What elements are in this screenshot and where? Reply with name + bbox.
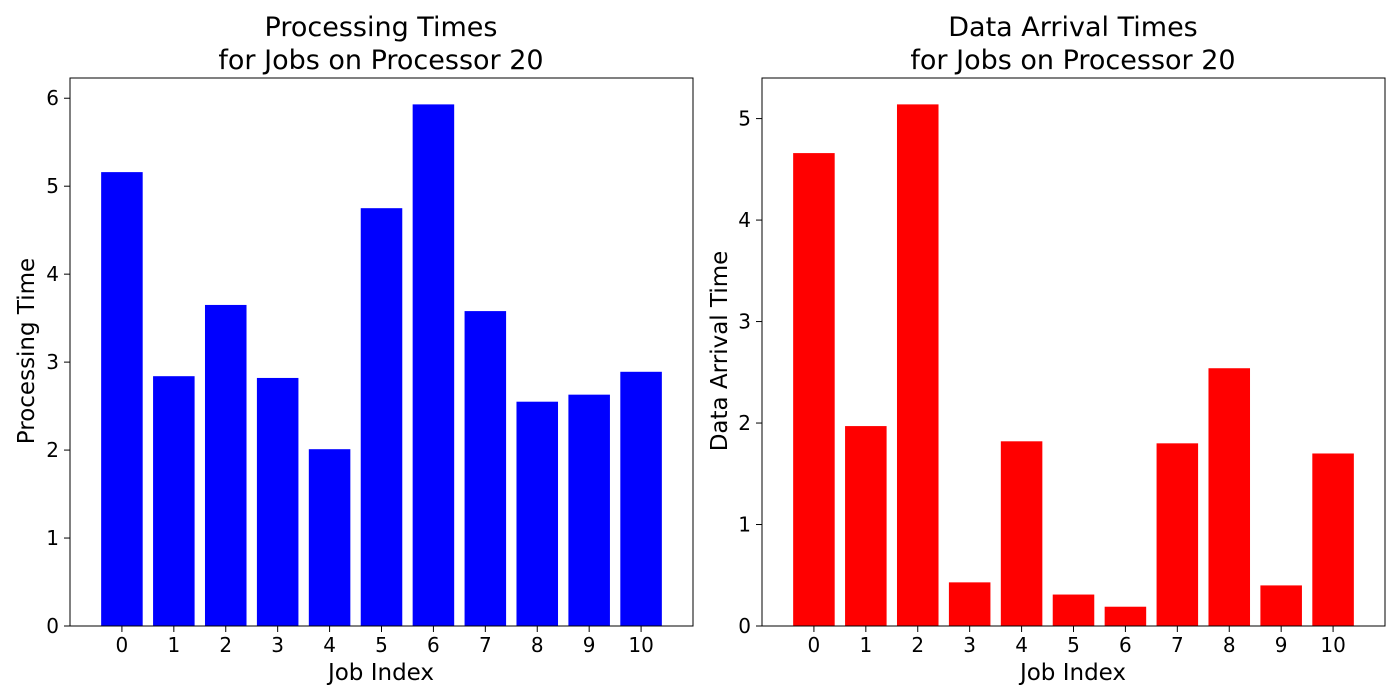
x-tick-label: 10 [628, 633, 653, 657]
plot-frame [761, 77, 1386, 627]
x-tick-label: 5 [1067, 633, 1080, 657]
y-tick-label: 6 [46, 86, 59, 110]
x-tick-label: 1 [859, 633, 872, 657]
bar-0 [101, 172, 143, 626]
x-tick-label: 3 [271, 633, 284, 657]
chart-title-line-2: for Jobs on Processor 20 [218, 45, 543, 76]
bar-10 [1312, 453, 1354, 626]
bar-6 [412, 104, 455, 627]
data-arrival-times-chart: Data Arrival Times for Jobs on Processor… [707, 12, 1386, 686]
bar-0 [793, 153, 835, 626]
bar-7 [1156, 443, 1199, 626]
y-tick-label: 1 [46, 526, 59, 550]
x-tick-label: 2 [911, 633, 924, 657]
x-tick-label: 6 [427, 633, 440, 657]
y-tick-label: 2 [738, 411, 751, 435]
bar-9 [568, 394, 610, 626]
plot-frame [69, 77, 694, 627]
x-tick-label: 4 [323, 633, 336, 657]
y-axis-label: Data Arrival Time [707, 251, 733, 452]
y-tick-label: 3 [46, 350, 59, 374]
x-tick-label: 3 [963, 633, 976, 657]
x-tick-label: 1 [167, 633, 180, 657]
bar-6 [1104, 606, 1147, 626]
bar-2 [896, 104, 939, 626]
bar-4 [308, 449, 351, 626]
bar-series [793, 104, 1354, 626]
bar-5 [360, 208, 403, 626]
x-axis-label: Job Index [1018, 660, 1126, 686]
x-axis-ticks: 0 1 2 3 4 5 6 7 8 9 10 [808, 626, 1346, 657]
processing-times-chart: Processing Times for Jobs on Processor 2… [14, 12, 694, 686]
bar-1 [153, 376, 195, 626]
chart-title-line-1: Processing Times [265, 12, 498, 43]
y-tick-label: 1 [738, 513, 751, 537]
bar-3 [948, 582, 991, 626]
y-tick-label: 4 [46, 262, 59, 286]
x-tick-label: 7 [1171, 633, 1184, 657]
y-tick-label: 0 [738, 614, 751, 638]
y-tick-label: 5 [738, 107, 751, 131]
x-tick-label: 9 [583, 633, 596, 657]
bar-5 [1052, 594, 1095, 626]
y-tick-label: 3 [738, 310, 751, 334]
bar-8 [516, 401, 559, 626]
x-tick-label: 2 [219, 633, 232, 657]
x-tick-label: 4 [1015, 633, 1028, 657]
x-tick-label: 0 [808, 633, 821, 657]
y-axis-ticks: 0 1 2 3 4 5 [738, 107, 762, 638]
x-tick-label: 8 [1223, 633, 1236, 657]
x-tick-label: 6 [1119, 633, 1132, 657]
x-axis-label: Job Index [326, 660, 434, 686]
bar-8 [1208, 368, 1251, 626]
x-axis-ticks: 0 1 2 3 4 5 6 7 8 9 10 [116, 626, 654, 657]
y-axis-label: Processing Time [14, 258, 40, 444]
bar-4 [1000, 441, 1043, 626]
x-tick-label: 7 [479, 633, 492, 657]
bar-1 [845, 426, 887, 626]
bar-9 [1260, 585, 1302, 626]
bar-3 [256, 377, 299, 626]
chart-title-line-1: Data Arrival Times [948, 12, 1198, 43]
y-axis-ticks: 0 1 2 3 4 5 6 [46, 86, 70, 638]
bar-2 [204, 304, 247, 626]
chart-title-line-2: for Jobs on Processor 20 [910, 45, 1235, 76]
bar-series [101, 104, 662, 627]
x-tick-label: 10 [1320, 633, 1345, 657]
y-tick-label: 0 [46, 614, 59, 638]
x-tick-label: 5 [375, 633, 388, 657]
bar-7 [464, 311, 507, 626]
x-tick-label: 9 [1275, 633, 1288, 657]
y-tick-label: 4 [738, 208, 751, 232]
bar-10 [620, 371, 662, 626]
x-tick-label: 0 [116, 633, 129, 657]
y-tick-label: 5 [46, 174, 59, 198]
y-tick-label: 2 [46, 438, 59, 462]
x-tick-label: 8 [531, 633, 544, 657]
